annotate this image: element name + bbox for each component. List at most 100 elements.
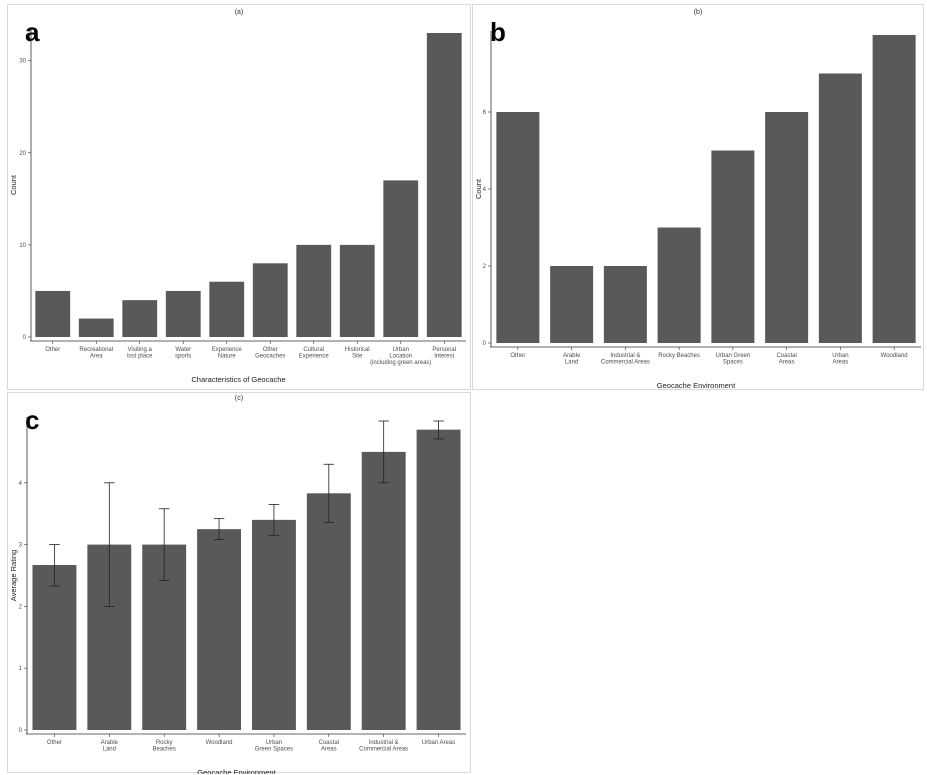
x-tick-label: Woodland bbox=[881, 353, 908, 359]
x-tick-label-line: Historical bbox=[345, 347, 370, 353]
panel-letter-b: b bbox=[490, 17, 506, 47]
y-tick-label: 0 bbox=[483, 341, 487, 347]
y-axis-title: Count bbox=[9, 174, 18, 195]
x-tick-label-line: Woodland bbox=[881, 353, 908, 359]
bar-a-4 bbox=[209, 281, 245, 337]
x-tick-label-line: Spaces bbox=[723, 360, 743, 366]
x-tick-label: Arable Land bbox=[101, 740, 119, 753]
x-tick-label-line: Visiting a bbox=[128, 347, 153, 353]
x-tick-label-line: (including green areas) bbox=[370, 360, 431, 366]
x-tick-label-line: Arable bbox=[101, 740, 119, 746]
x-tick-label-line: Urban Green bbox=[716, 353, 751, 359]
x-tick-label: Personal Interest bbox=[432, 347, 456, 360]
x-tick-label: Visiting a lost place bbox=[127, 347, 153, 360]
x-tick-label: Water sports bbox=[175, 347, 191, 360]
x-tick-label-line: Industrial & bbox=[610, 353, 640, 359]
x-tick-label-line: Urban bbox=[832, 353, 848, 359]
y-tick-label: 4 bbox=[19, 481, 23, 487]
x-tick-label: Coastal Areas bbox=[319, 740, 339, 753]
bar-a-2 bbox=[122, 300, 158, 337]
x-tick-label-line: Other bbox=[45, 347, 60, 353]
x-tick-label-line: Water bbox=[175, 347, 191, 353]
bar-a-1 bbox=[78, 318, 114, 337]
bar-c-6 bbox=[361, 451, 406, 730]
y-axis-title: Count bbox=[474, 178, 483, 199]
x-tick-label: Experience Nature bbox=[212, 347, 243, 360]
y-tick-label: 3 bbox=[19, 543, 23, 549]
x-tick-label-line: Industrial & bbox=[369, 740, 399, 746]
chart-panel-a: a (a) 0 10 20 30 Other Recreational Area Visiti… bbox=[7, 4, 471, 390]
chart-panel-b: b (b) 0 2 4 6 Other Arable Land Industrial & Com… bbox=[472, 4, 924, 390]
bar-a-9 bbox=[426, 33, 462, 337]
bar-a-5 bbox=[252, 263, 288, 337]
bar-c-4 bbox=[251, 519, 296, 730]
bar-chart-a: 0 10 20 30 Other Recreational Area Visiting a lo… bbox=[9, 29, 466, 384]
x-tick-label-line: Commercial Areas bbox=[601, 360, 650, 366]
bar-c-0 bbox=[32, 564, 77, 730]
x-tick-label-line: lost place bbox=[127, 354, 153, 360]
x-tick-label-line: Urban Areas bbox=[422, 740, 455, 746]
x-tick-label-line: Location bbox=[389, 354, 412, 360]
x-axis-title: Characteristics of Geocache bbox=[191, 375, 285, 384]
x-tick-label-line: Geocaches bbox=[255, 354, 285, 360]
x-tick-label-line: Cultural bbox=[303, 347, 324, 353]
x-axis-title: Geocache Environment bbox=[197, 768, 276, 774]
x-tick-label-line: Nature bbox=[218, 354, 237, 360]
bar-a-0 bbox=[35, 290, 71, 337]
bar-b-0 bbox=[496, 112, 540, 343]
x-tick-label: Other bbox=[45, 347, 60, 353]
x-tick-label: Woodland bbox=[206, 740, 233, 746]
bar-a-7 bbox=[339, 244, 375, 337]
bar-a-8 bbox=[383, 180, 419, 337]
bar-a-3 bbox=[165, 290, 201, 337]
x-tick-label: Industrial & Commercial Areas bbox=[601, 353, 650, 366]
x-tick-label-line: Arable bbox=[563, 353, 581, 359]
x-tick-label: Urban Areas bbox=[832, 353, 848, 366]
bar-b-2 bbox=[603, 266, 647, 343]
panel-caption-a: (a) bbox=[234, 9, 244, 16]
x-tick-label-line: Other bbox=[47, 740, 62, 746]
y-tick-label: 0 bbox=[23, 335, 27, 341]
panel-letter-c: c bbox=[25, 405, 40, 435]
x-tick-label-line: Experience bbox=[212, 347, 243, 353]
x-tick-label: Cultural Experience bbox=[299, 347, 330, 360]
bar-chart-b: 0 2 4 6 Other Arable Land Industrial & Commercia… bbox=[474, 31, 921, 390]
x-tick-label-line: Areas bbox=[779, 360, 795, 366]
y-axis-title: Average Rating bbox=[9, 550, 18, 602]
y-tick-label: 4 bbox=[483, 187, 487, 193]
x-tick-label: Other Geocaches bbox=[255, 347, 285, 360]
x-tick-label: Recreational Area bbox=[79, 347, 113, 360]
chart-panel-c: c (c) 0 1 2 3 4 Other Arable Land Rocky Beaches Wo… bbox=[7, 392, 471, 774]
x-tick-label-line: Areas bbox=[321, 747, 337, 753]
bar-c-3 bbox=[197, 529, 242, 730]
x-tick-label: Urban Location (including green areas) bbox=[370, 347, 431, 366]
x-tick-label: Industrial & Commercial Areas bbox=[359, 740, 408, 753]
x-tick-label: Urban Green Spaces bbox=[716, 353, 751, 366]
x-tick-label-line: Green Spaces bbox=[255, 747, 293, 753]
y-tick-label: 2 bbox=[483, 264, 487, 270]
y-tick-label: 6 bbox=[483, 110, 487, 116]
x-tick-label-line: Urban bbox=[266, 740, 282, 746]
x-tick-label-line: Personal bbox=[432, 347, 456, 353]
x-tick-label-line: Commercial Areas bbox=[359, 747, 408, 753]
x-tick-label-line: Rocky Beaches bbox=[658, 353, 700, 359]
x-tick-label-line: Experience bbox=[299, 354, 330, 360]
x-axis-title: Geocache Environment bbox=[657, 381, 736, 390]
x-tick-label: Historical Site bbox=[345, 347, 370, 360]
bar-b-1 bbox=[550, 266, 594, 343]
bar-a-6 bbox=[296, 244, 332, 337]
panel-letter-a: a bbox=[25, 17, 40, 47]
x-tick-label-line: Recreational bbox=[79, 347, 113, 353]
x-tick-label-line: sports bbox=[175, 354, 191, 360]
y-tick-label: 30 bbox=[19, 59, 26, 65]
x-tick-label: Urban Areas bbox=[422, 740, 455, 746]
x-tick-label: Urban Green Spaces bbox=[255, 740, 293, 753]
y-tick-label: 0 bbox=[19, 728, 23, 734]
x-tick-label-line: Other bbox=[510, 353, 525, 359]
x-tick-label: Other bbox=[510, 353, 525, 359]
x-tick-label-line: Urban bbox=[393, 347, 409, 353]
x-tick-label-line: Beaches bbox=[153, 747, 176, 753]
bar-b-7 bbox=[872, 35, 916, 343]
bar-c-7 bbox=[416, 429, 461, 730]
x-tick-label-line: Interest bbox=[434, 354, 454, 360]
